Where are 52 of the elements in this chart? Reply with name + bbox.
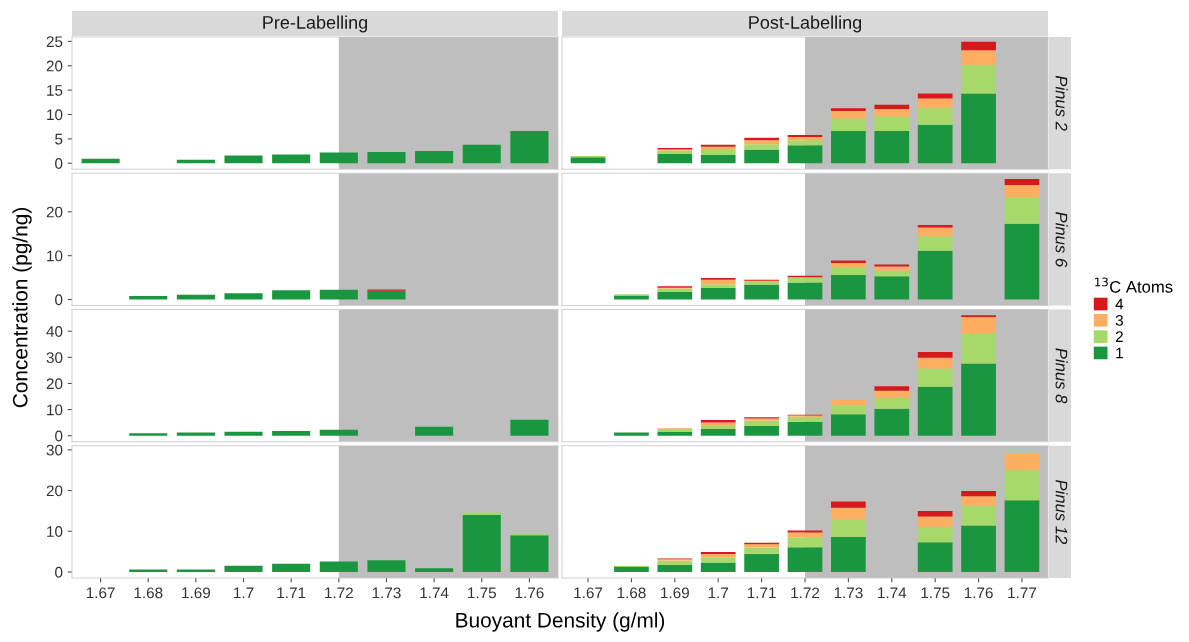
y-tick-label: 30 — [46, 352, 63, 364]
x-tick-label: 1.72 — [325, 587, 353, 599]
x-tick-label: 1.69 — [661, 587, 689, 599]
x-tick-label: 1.71 — [277, 587, 306, 599]
x-tick-label: 1.77 — [1008, 587, 1037, 599]
x-tick-label: 1.74 — [420, 587, 449, 599]
x-tick-label: 1.75 — [921, 587, 950, 599]
y-tick-label: 20 — [46, 485, 63, 497]
legend-label: 4 — [1115, 298, 1124, 310]
y-tick-label: 10 — [47, 526, 63, 537]
chart-title: Post-Labelling — [749, 15, 862, 33]
x-tick-label: 1.7 — [708, 587, 729, 599]
y-tick-label: 0 — [55, 566, 63, 578]
x-tick-label: 1.76 — [515, 587, 544, 599]
y-axis-title: Concentration (pg/ng) — [12, 208, 32, 408]
x-tick-label: 1.7 — [234, 587, 254, 599]
legend-label: 3 — [1115, 314, 1123, 326]
legend-label: 2 — [1115, 331, 1123, 342]
chart-title: Pre-Labelling — [263, 15, 368, 33]
x-tick-label: 1.68 — [134, 587, 163, 599]
y-tick-label: 25 — [46, 36, 63, 48]
x-tick-label: 1.67 — [574, 587, 603, 599]
y-tick-label: 0 — [55, 158, 63, 169]
y-tick-label: 15 — [47, 85, 63, 96]
y-tick-label: 30 — [46, 444, 63, 456]
y2-axis-title: Pinus 8 — [1055, 348, 1068, 404]
x-tick-label: 1.72 — [791, 587, 820, 599]
x-tick-label: 1.68 — [617, 587, 646, 599]
y-tick-label: 10 — [47, 250, 63, 262]
y-tick-label: 10 — [47, 109, 63, 121]
y2-axis-title: Pinus 2 — [1055, 75, 1068, 131]
x-tick-label: 1.74 — [878, 587, 907, 599]
y-tick-label: 20 — [46, 206, 63, 218]
y-tick-label: 20 — [46, 378, 63, 390]
x-tick-label: 1.71 — [747, 587, 776, 599]
y-tick-label: 5 — [55, 133, 63, 145]
x-tick-label: 1.73 — [372, 587, 401, 599]
x-tick-label: 1.69 — [182, 587, 211, 599]
y2-axis-title: Pinus 6 — [1055, 212, 1068, 268]
x-tick-label: 1.73 — [834, 587, 863, 599]
legend-title: $^{13}$C Atoms — [1095, 277, 1173, 293]
x-tick-label: 1.67 — [86, 587, 115, 599]
y-tick-label: 20 — [46, 60, 63, 72]
x-axis-title: Buoyant Density (g/ml) — [456, 612, 665, 632]
y-tick-label: 0 — [55, 294, 63, 306]
y-tick-label: 40 — [46, 326, 63, 337]
y-tick-label: 10 — [47, 404, 63, 416]
legend-label: 1 — [1116, 347, 1123, 359]
x-tick-label: 1.76 — [964, 587, 993, 599]
y2-axis-title: Pinus 12 — [1055, 479, 1068, 545]
x-tick-label: 1.75 — [468, 587, 496, 599]
y-tick-label: 0 — [55, 430, 63, 442]
